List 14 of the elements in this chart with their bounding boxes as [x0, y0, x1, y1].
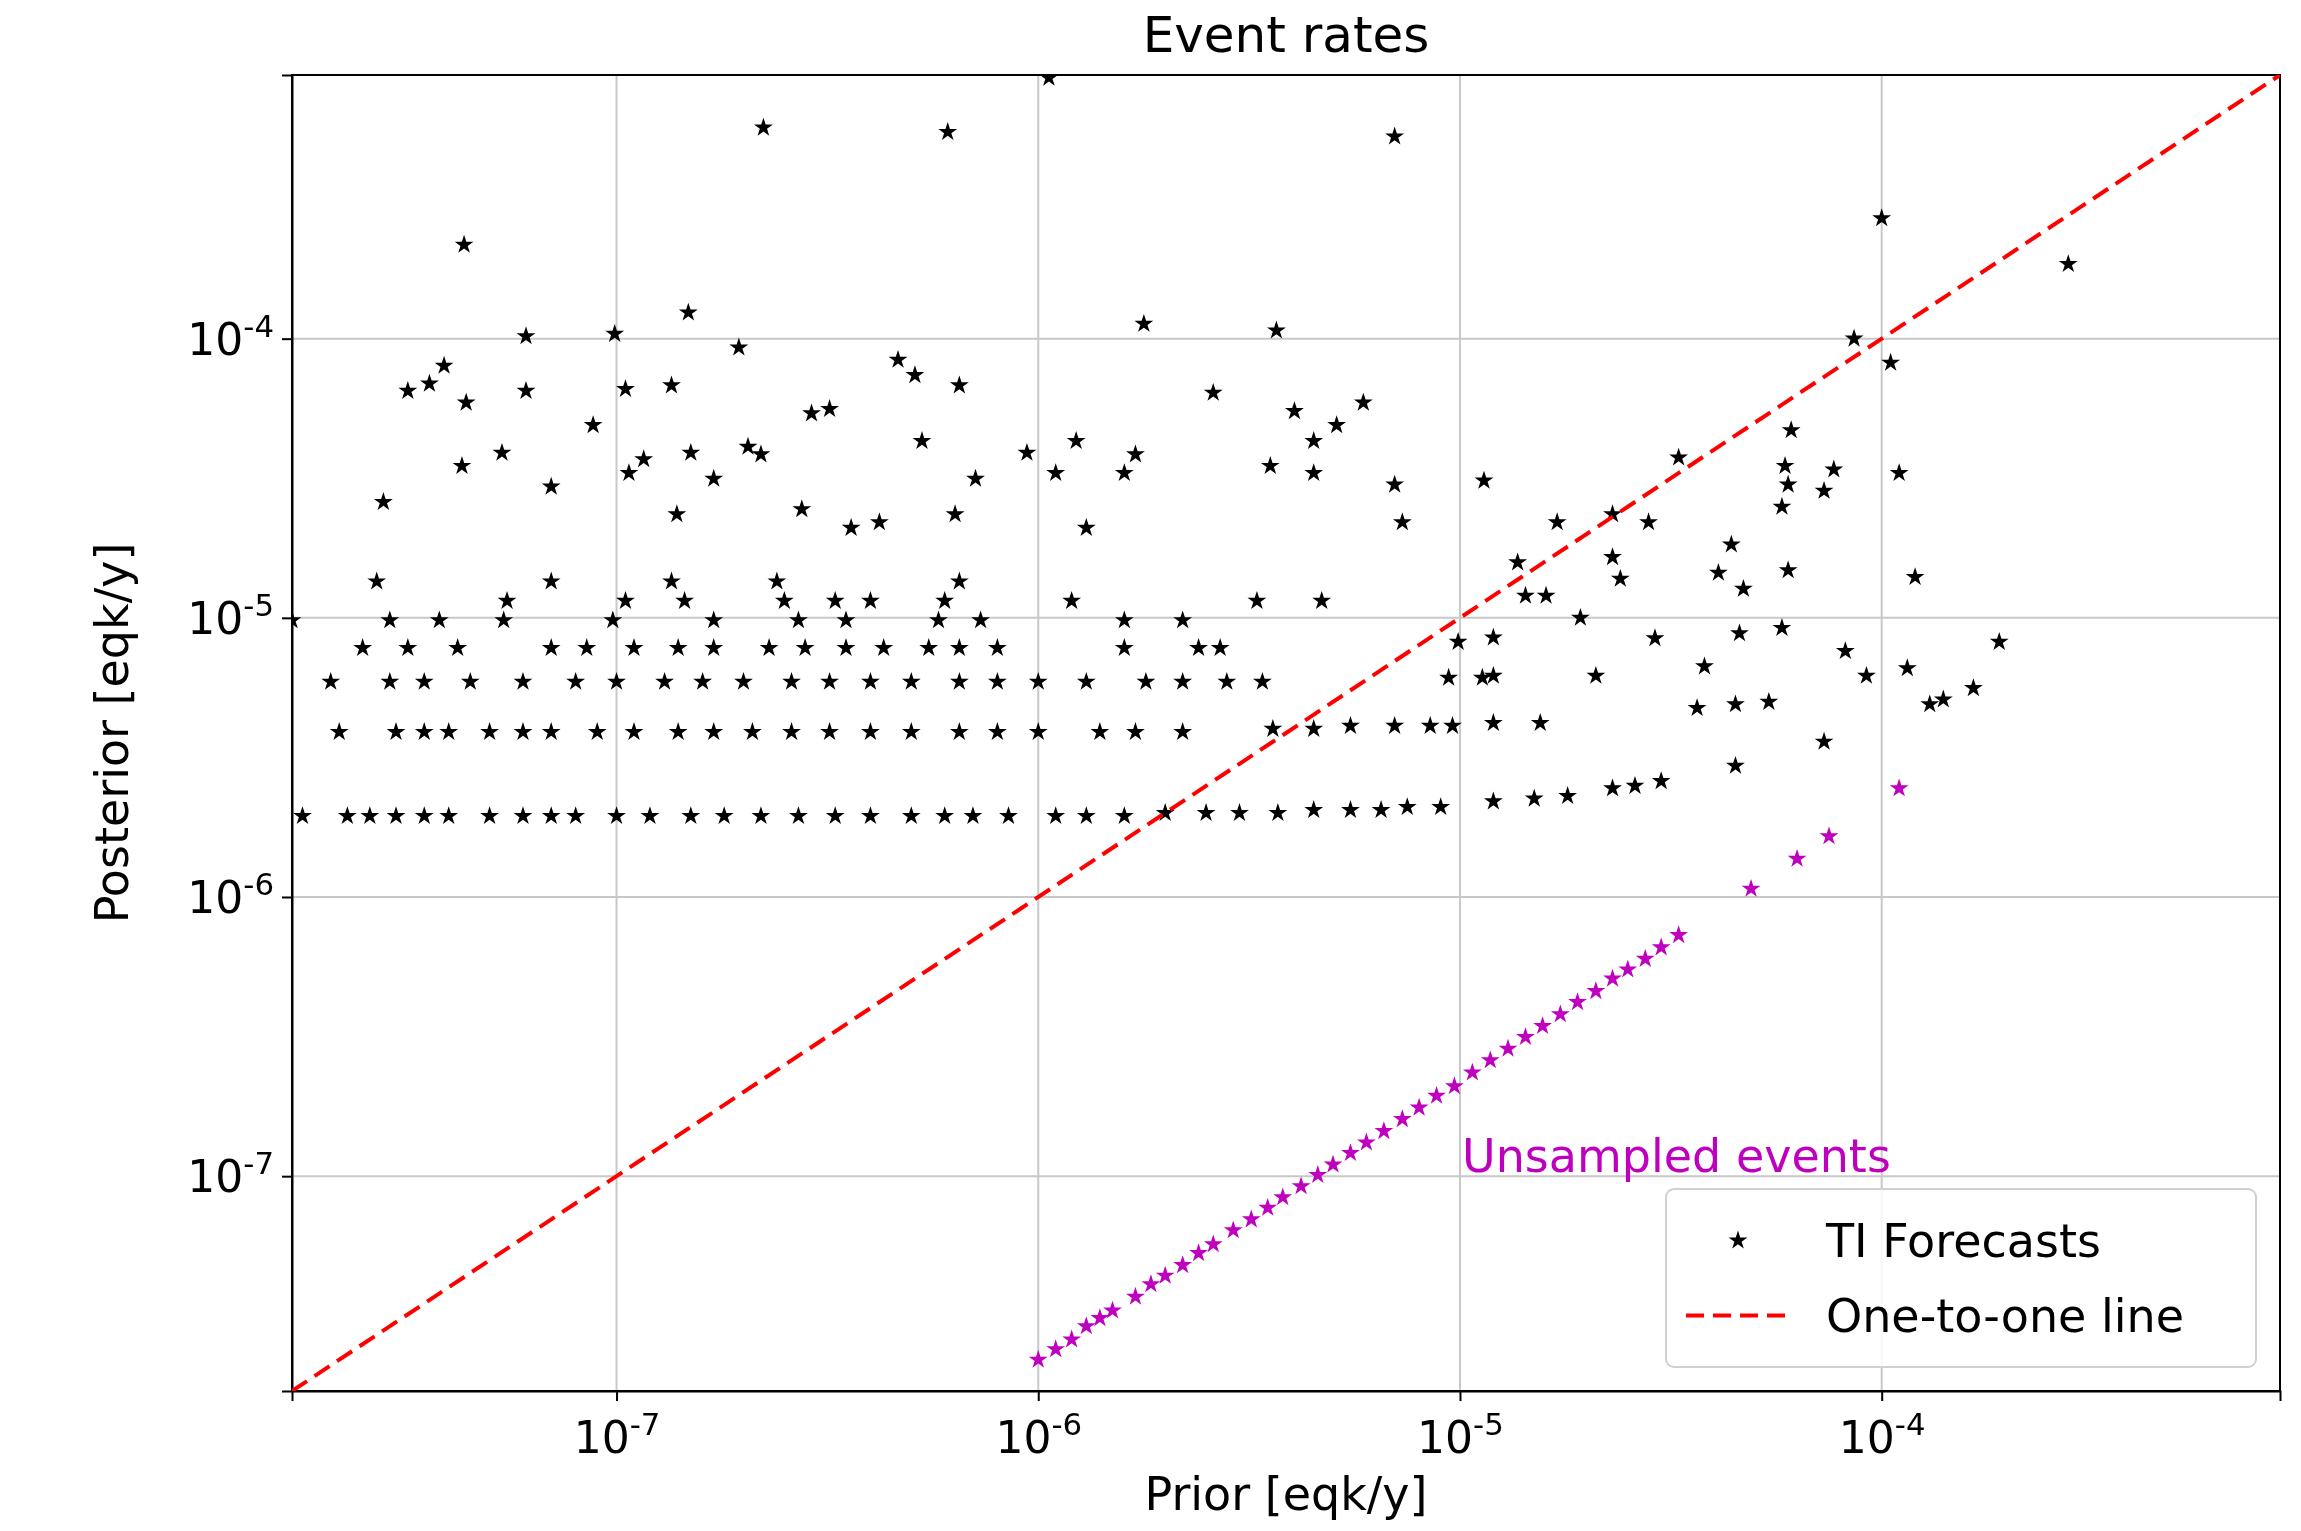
y-axis-title: Posterior [eqk/y]: [85, 542, 139, 924]
legend-label: TI Forecasts: [1825, 1213, 2101, 1268]
legend-label: One-to-one line: [1826, 1288, 2184, 1343]
x-tick-label: 10$^{-4}$: [1838, 1406, 1926, 1463]
x-axis-title: Prior [eqk/y]: [1144, 1467, 1428, 1521]
chart-title: Event rates: [1142, 6, 1430, 64]
y-tick-label: 10$^{-7}$: [187, 1145, 274, 1203]
x-tick-label: 10$^{-7}$: [573, 1406, 661, 1463]
y-tick-label: 10$^{-6}$: [187, 865, 274, 923]
annotation: Unsampled events: [1462, 1129, 1891, 1183]
y-tick-label: 10$^{-4}$: [187, 307, 274, 365]
y-tick-label: 10$^{-5}$: [187, 586, 274, 644]
x-tick-label: 10$^{-5}$: [1417, 1406, 1504, 1463]
x-tick-label: 10$^{-6}$: [995, 1406, 1083, 1463]
